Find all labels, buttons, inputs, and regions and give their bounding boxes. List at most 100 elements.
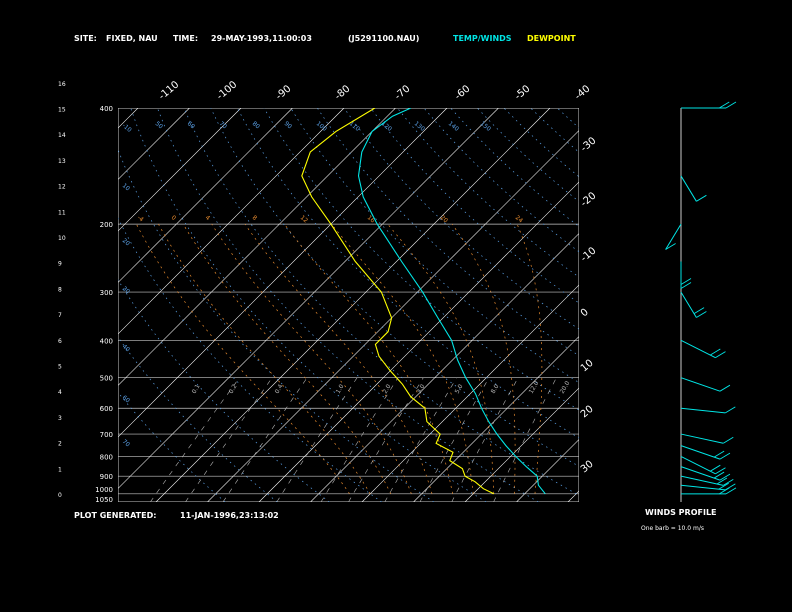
wind-barb-flag bbox=[718, 482, 729, 490]
mixing-ratio-label: 0.2 bbox=[228, 383, 239, 395]
isotherm-line bbox=[118, 108, 139, 129]
right-temp-label: -20 bbox=[579, 190, 599, 209]
moist-adiabat-label: 4 bbox=[204, 214, 212, 222]
legend-temp: TEMP/WINDS bbox=[453, 34, 512, 43]
time-label: TIME: bbox=[173, 34, 198, 43]
dry-adiabat-line bbox=[503, 108, 579, 178]
mixing-ratio-line bbox=[276, 377, 358, 502]
top-temp-label: -50 bbox=[513, 83, 533, 102]
pressure-tick-label: 1050 bbox=[95, 496, 113, 504]
moist-adiabat-line bbox=[284, 223, 453, 494]
dry-adiabat-line bbox=[530, 108, 579, 153]
moist-adiabat-label: 12 bbox=[299, 214, 309, 224]
wind-barb-flag bbox=[719, 384, 731, 392]
dry-adiabat-line bbox=[263, 108, 579, 411]
top-temp-label: -70 bbox=[393, 83, 413, 102]
dry-adiabat-line bbox=[397, 108, 579, 278]
wind-barb-flag bbox=[725, 101, 737, 109]
isotherm-line bbox=[310, 233, 579, 502]
pressure-tick-label: 400 bbox=[100, 337, 113, 345]
mixing-ratio-label: 12.0 bbox=[528, 380, 541, 395]
isotherm-line bbox=[620, 108, 792, 502]
wind-barb bbox=[680, 475, 724, 486]
isotherm-line bbox=[516, 439, 579, 502]
dry-adiabat-edge-label: 40 bbox=[121, 343, 131, 353]
height-km-label: 9 bbox=[58, 261, 62, 268]
wind-barb-flag bbox=[719, 473, 731, 481]
dry-adiabat-label: 120 bbox=[380, 120, 393, 133]
dry-adiabat-edge-label: 20 bbox=[121, 237, 131, 247]
wind-barb bbox=[680, 455, 716, 475]
plot-generated-label: PLOT GENERATED: bbox=[74, 511, 156, 520]
dry-adiabat-label: 100 bbox=[315, 120, 328, 133]
dry-adiabat-line bbox=[118, 391, 226, 502]
pressure-tick-label: 200 bbox=[100, 221, 113, 229]
moist-adiabat-line bbox=[158, 223, 371, 494]
pressure-tick-label: 900 bbox=[100, 473, 113, 481]
wind-barb-flag bbox=[693, 307, 705, 315]
moist-adiabat-line bbox=[331, 223, 474, 494]
isotherm-line bbox=[118, 108, 293, 283]
moist-adiabat-label: 20 bbox=[439, 214, 449, 224]
height-km-label: 11 bbox=[58, 209, 66, 216]
dry-adiabat-line bbox=[450, 108, 579, 227]
dry-adiabat-label: 80 bbox=[251, 120, 261, 130]
isotherm-line bbox=[567, 490, 579, 502]
moist-adiabat-label: -4 bbox=[136, 214, 145, 223]
dry-adiabat-line bbox=[584, 108, 792, 502]
winds-profile-title: WINDS PROFILE bbox=[645, 508, 717, 517]
wind-barb bbox=[665, 223, 682, 250]
skew-t-grid bbox=[118, 108, 792, 502]
wind-barb bbox=[680, 484, 726, 491]
wind-barb bbox=[680, 407, 726, 414]
wind-barb-flag bbox=[710, 348, 721, 356]
dry-adiabat-line bbox=[118, 336, 278, 502]
dry-adiabat-label: 90 bbox=[283, 120, 293, 130]
pressure-tick-label: 600 bbox=[100, 405, 113, 413]
dry-adiabat-line bbox=[118, 148, 435, 502]
wind-barb bbox=[680, 466, 721, 481]
moist-adiabat-line bbox=[451, 223, 516, 494]
pressure-tick-label: 300 bbox=[100, 289, 113, 297]
site-label: SITE: bbox=[74, 34, 97, 43]
moist-adiabat-label: 16 bbox=[366, 214, 376, 224]
dry-adiabat-edge-label: 30 bbox=[121, 285, 131, 295]
mixing-ratio-line bbox=[493, 377, 557, 502]
wind-barb-flag bbox=[665, 243, 676, 250]
dry-adiabat-line bbox=[157, 108, 539, 502]
dry-adiabat-line bbox=[118, 279, 330, 502]
moist-adiabat-line bbox=[244, 223, 433, 494]
moist-adiabat-label: 24 bbox=[514, 214, 524, 224]
dry-adiabat-line bbox=[423, 108, 579, 253]
moist-adiabat-label: 0 bbox=[170, 214, 178, 222]
time-value: 29-MAY-1993,11:00:03 bbox=[211, 34, 312, 43]
height-km-label: 0 bbox=[58, 492, 62, 499]
wind-barb bbox=[680, 433, 724, 444]
plot-frame bbox=[118, 108, 579, 502]
wind-barb-flag bbox=[716, 477, 728, 485]
right-temp-label: -10 bbox=[579, 245, 599, 264]
mixing-ratio-line bbox=[384, 377, 457, 502]
right-temp-label: 10 bbox=[579, 358, 596, 375]
mixing-ratio-label: 5.0 bbox=[454, 383, 465, 395]
isotherm-line bbox=[118, 108, 448, 438]
right-temp-label: 0 bbox=[579, 307, 591, 320]
top-temp-label: -100 bbox=[215, 79, 239, 102]
height-km-label: 13 bbox=[58, 158, 66, 165]
dry-adiabat-edge-label: -10 bbox=[121, 122, 133, 134]
right-temp-label: -30 bbox=[579, 135, 599, 154]
wind-barb-flag bbox=[715, 351, 726, 359]
dry-adiabat-line bbox=[664, 108, 792, 502]
height-km-label: 12 bbox=[58, 184, 66, 191]
isotherm-line bbox=[258, 181, 579, 502]
height-km-label: 15 bbox=[58, 107, 66, 114]
dry-adiabat-line bbox=[637, 108, 792, 502]
dry-adiabat-label: 140 bbox=[447, 120, 460, 133]
wind-barb-flag bbox=[710, 464, 721, 472]
moist-adiabat-line bbox=[516, 223, 543, 494]
wind-barb-flag bbox=[680, 278, 692, 285]
isotherm-line bbox=[118, 108, 499, 489]
skew-t-labels: 4002003004005006007008009001000105001234… bbox=[58, 79, 598, 504]
isotherm-line bbox=[361, 284, 579, 502]
